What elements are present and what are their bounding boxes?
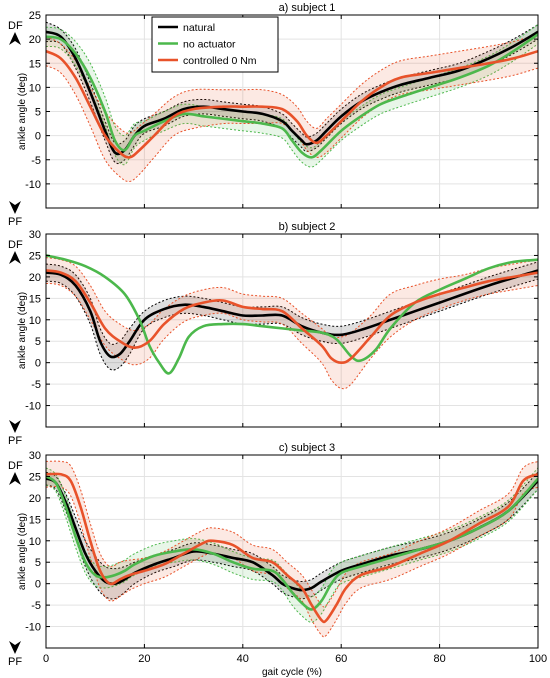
df-arrow-icon — [9, 32, 21, 45]
y-tick-label: 10 — [29, 82, 41, 94]
pf-arrow-icon — [9, 641, 21, 654]
y-tick-label: -10 — [25, 401, 41, 413]
df-arrow-icon — [9, 251, 21, 264]
legend-label: natural — [183, 22, 215, 34]
series-band-controlled-0-Nm — [46, 461, 538, 638]
y-tick-label: 25 — [29, 471, 41, 483]
series-line-no-actuator — [46, 475, 538, 611]
panel-1: -10 -5 0 5 10 15 20 25 a) subject 1 ankle angle (… — [8, 2, 539, 228]
x-tick-label: 60 — [335, 653, 347, 665]
legend-label: no actuator — [183, 39, 236, 51]
series-band-upper — [46, 24, 538, 149]
series-band-upper — [46, 257, 538, 339]
plot-frame — [45, 454, 539, 649]
plot-content — [46, 254, 538, 390]
y-tick-label: 15 — [29, 293, 41, 305]
series-line-natural — [46, 269, 538, 359]
series-band-lower — [46, 484, 538, 623]
df-label: DF — [8, 20, 23, 32]
y-tick-label: 15 — [29, 58, 41, 70]
series-band-lower — [46, 38, 538, 165]
y-tick-label: 20 — [29, 493, 41, 505]
panel-title: b) subject 2 — [279, 221, 336, 233]
pf-label: PF — [8, 435, 22, 447]
series-line-no-actuator — [46, 254, 538, 375]
y-tick-label: 5 — [35, 107, 41, 119]
y-axis-label: ankle angle (deg) — [17, 292, 28, 369]
y-tick-label: 20 — [29, 34, 41, 46]
series-band-controlled-0-Nm — [46, 34, 538, 182]
x-axis-label: gait cycle (%) — [262, 667, 322, 678]
x-tick-label: 0 — [43, 653, 49, 665]
y-tick-label: -10 — [25, 622, 41, 634]
plot-area — [46, 455, 538, 648]
series-band-upper — [46, 261, 538, 345]
y-tick-label: 5 — [35, 336, 41, 348]
y-axis-label: ankle angle (deg) — [17, 513, 28, 590]
plot-content — [46, 21, 538, 183]
x-tick-label: 100 — [529, 653, 547, 665]
y-tick-label: 10 — [29, 536, 41, 548]
series-band-natural — [46, 472, 538, 599]
series-band-lower — [46, 282, 538, 390]
y-tick-label: -5 — [31, 379, 41, 391]
series-line-controlled-0-Nm — [46, 472, 538, 624]
y-tick-label: 10 — [29, 315, 41, 327]
df-label: DF — [8, 239, 23, 251]
y-tick-label: -5 — [31, 600, 41, 612]
series-line-controlled-0-Nm — [46, 49, 538, 159]
series-band-upper — [46, 460, 538, 608]
pf-label: PF — [8, 656, 22, 668]
y-tick-label: 30 — [29, 229, 41, 241]
pf-label: PF — [8, 216, 22, 228]
y-tick-label: 30 — [29, 450, 41, 462]
x-tick-label: 40 — [237, 653, 249, 665]
y-tick-label: 0 — [35, 131, 41, 143]
y-tick-label: 20 — [29, 272, 41, 284]
panel-title: c) subject 3 — [279, 442, 335, 454]
series-line-controlled-0-Nm — [46, 269, 538, 364]
x-tick-label: 20 — [138, 653, 150, 665]
y-tick-label: 25 — [29, 250, 41, 262]
y-tick-label: 15 — [29, 514, 41, 526]
panel-3: -10 -5 0 5 10 15 20 25 30 0 20 40 60 80 100 c) subject … — [8, 442, 547, 678]
y-tick-label: 0 — [35, 358, 41, 370]
series-line-natural — [46, 477, 538, 592]
plot-frame — [45, 233, 539, 428]
y-axis-label: ankle angle (deg) — [17, 73, 28, 150]
series-band-controlled-0-Nm — [46, 257, 538, 389]
plot-content — [46, 460, 538, 638]
y-tick-label: 0 — [35, 579, 41, 591]
series-band-upper — [46, 33, 538, 134]
legend: natural no actuator controlled 0 Nm — [151, 16, 279, 73]
y-tick-label: 5 — [35, 557, 41, 569]
pf-arrow-icon — [9, 201, 21, 214]
df-label: DF — [8, 460, 23, 472]
series-band-lower — [46, 486, 538, 638]
df-arrow-icon — [9, 472, 21, 485]
y-tick-label: 25 — [29, 10, 41, 22]
panel-title: a) subject 1 — [279, 2, 336, 14]
y-tick-label: -10 — [25, 179, 41, 191]
y-tick-label: -5 — [31, 155, 41, 167]
series-line-no-actuator — [46, 33, 538, 159]
panel-2: -10 -5 0 5 10 15 20 25 30 b) subject 2 ankle angle… — [8, 221, 539, 447]
series-band-natural — [46, 261, 538, 371]
series-line-natural — [46, 30, 538, 156]
pf-arrow-icon — [9, 420, 21, 433]
legend-label: controlled 0 Nm — [183, 55, 257, 67]
series-band-natural — [46, 22, 538, 164]
x-tick-label: 80 — [433, 653, 445, 665]
